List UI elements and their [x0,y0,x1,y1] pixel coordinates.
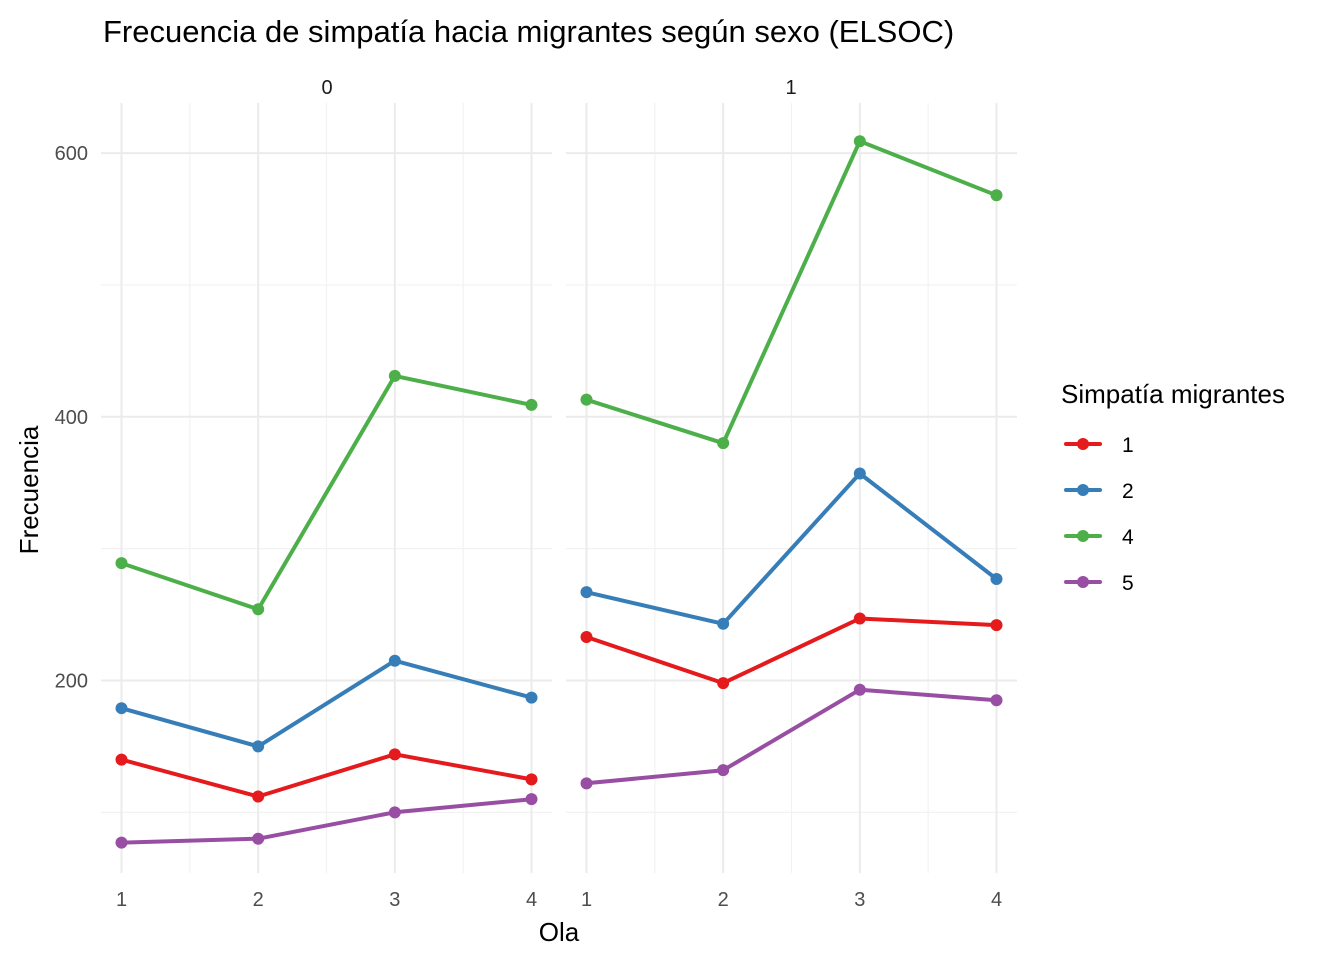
facet-strip-label-1: 1 [785,77,796,99]
series-line-facet0-1 [119,752,534,799]
data-point-facet1-s5-x2 [717,764,730,777]
data-point-facet0-s5-x4 [525,793,538,806]
data-point-facet1-s4-x3 [853,135,866,148]
y-tick-label-1: 400 [55,407,88,429]
data-point-facet1-s5-x1 [580,777,593,790]
x-tick-label-p1-2: 3 [854,889,865,911]
legend-marker-1 [1077,438,1089,450]
data-point-facet1-s4-x4 [990,189,1003,202]
data-point-facet1-s1-x4 [990,619,1003,632]
data-point-facet0-s1-x1 [115,753,128,766]
data-point-facet1-s1-x1 [580,630,593,643]
legend-label-5: 5 [1122,572,1134,595]
x-tick-label-p1-3: 4 [991,889,1002,911]
y-axis-label: Frecuencia [14,425,44,554]
data-point-facet0-s1-x3 [388,748,401,761]
legend-marker-4 [1077,530,1089,542]
data-point-facet1-s2-x2 [717,617,730,630]
data-point-facet0-s5-x2 [252,832,265,845]
x-tick-label-p0-0: 1 [116,889,127,911]
legend-items: 1 2 4 5 [1064,434,1134,595]
data-point-facet1-s2-x1 [580,586,593,599]
data-point-facet0-s4-x4 [525,398,538,411]
legend-label-4: 4 [1122,526,1134,549]
y-tick-label-0: 200 [55,671,88,693]
x-tick-label-p0-2: 3 [389,889,400,911]
legend-marker-5 [1077,576,1089,588]
data-point-facet1-s2-x4 [990,572,1003,585]
series-layer [115,135,1003,849]
data-point-facet1-s4-x1 [580,393,593,406]
series-line-facet1-2 [584,471,999,626]
data-point-facet0-s1-x4 [525,773,538,786]
data-point-facet0-s4-x1 [115,557,128,570]
data-point-facet0-s2-x3 [388,654,401,667]
facet-strip-label-0: 0 [321,77,332,99]
data-point-facet0-s5-x1 [115,836,128,849]
y-tick-label-2: 600 [55,143,88,165]
x-tick-label-p0-3: 4 [526,889,537,911]
series-line-facet1-4 [584,139,999,446]
legend-title: Simpatía migrantes [1061,379,1285,409]
data-point-facet1-s2-x3 [853,467,866,480]
data-point-facet0-s4-x2 [252,603,265,616]
series-line-facet1-5 [584,687,999,786]
series-line-facet1-1 [584,616,999,686]
x-tick-label-p0-1: 2 [253,889,264,911]
series-line-facet0-5 [119,797,534,845]
series-line-facet0-4 [119,373,534,612]
legend: Simpatía migrantes 1 2 4 5 [1061,379,1285,595]
data-point-facet1-s4-x2 [717,437,730,450]
series-line-facet0-2 [119,658,534,749]
x-tick-label-p1-1: 2 [718,889,729,911]
data-point-facet0-s1-x2 [252,790,265,803]
grid-layer [101,103,1017,873]
data-point-facet1-s5-x3 [853,683,866,696]
data-point-facet0-s2-x4 [525,691,538,704]
data-point-facet0-s4-x3 [388,369,401,382]
legend-marker-2 [1077,484,1089,496]
data-point-facet0-s2-x1 [115,702,128,715]
x-tick-label-p1-0: 1 [581,889,592,911]
data-point-facet0-s2-x2 [252,740,265,753]
data-point-facet1-s5-x4 [990,694,1003,707]
data-point-facet0-s5-x3 [388,806,401,819]
chart-title: Frecuencia de simpatía hacia migrantes s… [103,14,954,49]
data-point-facet1-s1-x3 [853,612,866,625]
x-axis-label: Ola [539,917,580,947]
legend-label-2: 2 [1122,480,1134,503]
data-point-facet1-s1-x2 [717,677,730,690]
axis-layer: 1 2 3 4 1 2 3 4 200 400 600 [55,143,1002,911]
legend-label-1: 1 [1122,434,1134,457]
